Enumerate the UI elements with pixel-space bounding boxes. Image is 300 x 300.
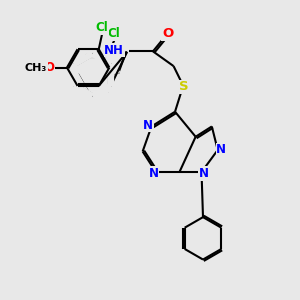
Text: N: N <box>148 167 158 180</box>
Text: NH: NH <box>104 44 124 57</box>
Text: O: O <box>162 28 173 40</box>
Text: CH₃: CH₃ <box>25 63 47 73</box>
Text: N: N <box>216 143 226 157</box>
Text: O: O <box>44 61 54 74</box>
Text: Cl: Cl <box>95 22 108 34</box>
Text: N: N <box>143 119 153 132</box>
Text: S: S <box>179 80 188 94</box>
Text: N: N <box>199 167 209 180</box>
Text: Cl: Cl <box>108 27 121 40</box>
